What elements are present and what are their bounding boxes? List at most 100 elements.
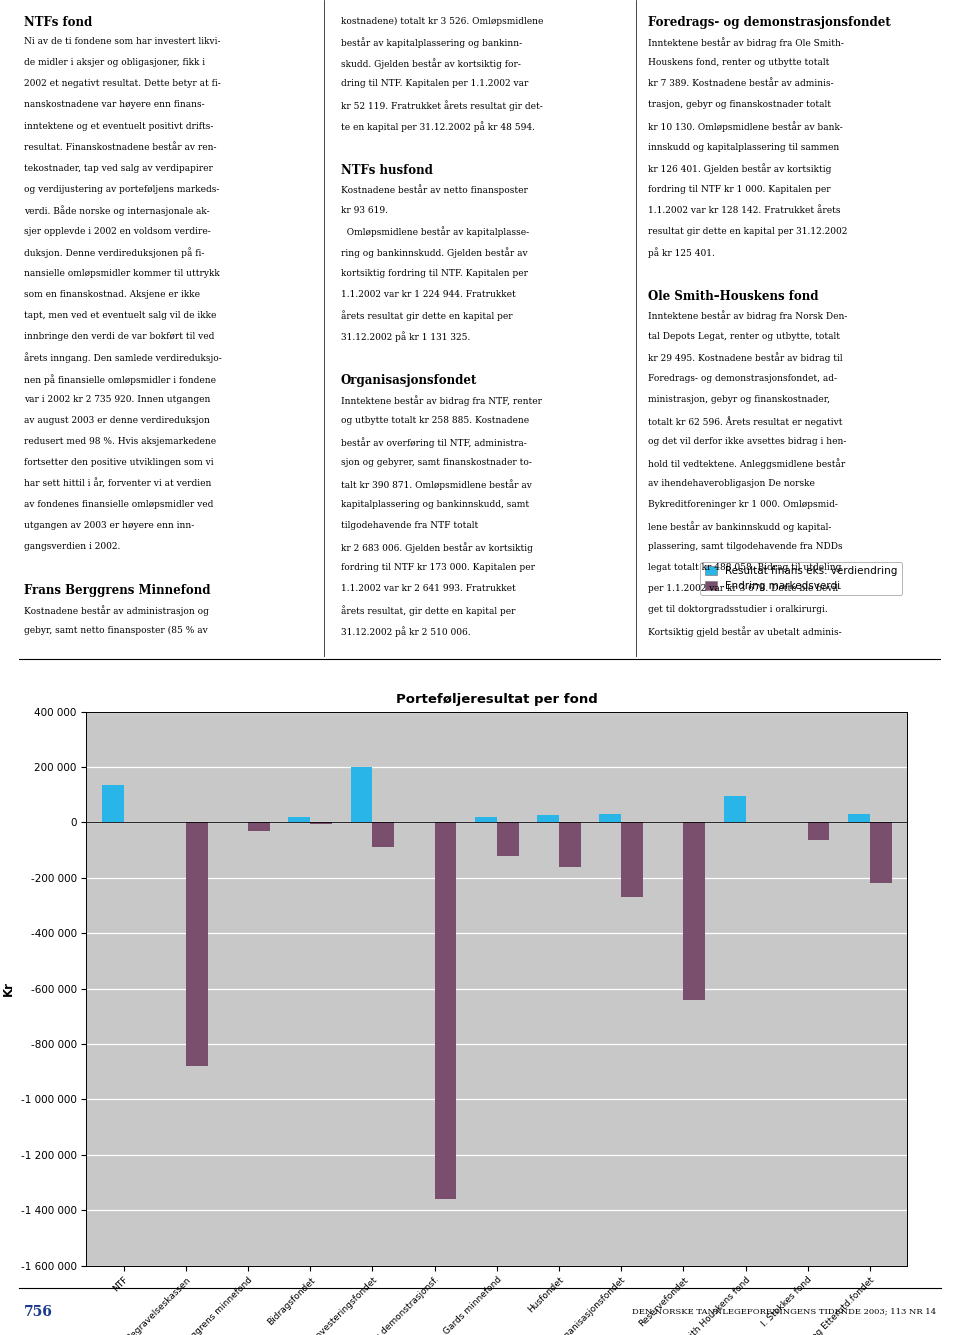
Text: DEN NORSKE TANNLEGEFORENINGENS TIDENDE 2003; 113 NR 14: DEN NORSKE TANNLEGEFORENINGENS TIDENDE 2…	[632, 1308, 936, 1316]
Text: har sett hittil i år, forventer vi at verdien: har sett hittil i år, forventer vi at ve…	[24, 479, 211, 489]
Text: sjon og gebyrer, samt finanskostnader to-: sjon og gebyrer, samt finanskostnader to…	[341, 458, 532, 467]
Text: årets inngang. Den samlede verdireduksjo-: årets inngang. Den samlede verdireduksjo…	[24, 352, 222, 363]
Text: kr 29 495. Kostnadene består av bidrag til: kr 29 495. Kostnadene består av bidrag t…	[648, 352, 843, 363]
Text: tekostnader, tap ved salg av verdipapirer: tekostnader, tap ved salg av verdipapire…	[24, 164, 213, 172]
Text: består av kapitalplassering og bankinn-: består av kapitalplassering og bankinn-	[341, 37, 522, 48]
Text: Bykreditforeninger kr 1 000. Omløpsmid-: Bykreditforeninger kr 1 000. Omløpsmid-	[648, 499, 838, 509]
Text: 1.1.2002 var kr 128 142. Fratrukket årets: 1.1.2002 var kr 128 142. Fratrukket året…	[648, 206, 841, 215]
Text: tal Depots Legat, renter og utbytte, totalt: tal Depots Legat, renter og utbytte, tot…	[648, 331, 840, 340]
Text: ministrasjon, gebyr og finanskostnader,: ministrasjon, gebyr og finanskostnader,	[648, 395, 830, 403]
Text: og det vil derfor ikke avsettes bidrag i hen-: og det vil derfor ikke avsettes bidrag i…	[648, 437, 847, 446]
Text: Ole Smith–Houskens fond: Ole Smith–Houskens fond	[648, 290, 819, 303]
Text: av fondenes finansielle omløpsmidler ved: av fondenes finansielle omløpsmidler ved	[24, 499, 213, 509]
Text: talt kr 390 871. Omløpsmidlene består av: talt kr 390 871. Omløpsmidlene består av	[341, 479, 532, 490]
Text: innbringe den verdi de var bokført til ved: innbringe den verdi de var bokført til v…	[24, 331, 214, 340]
Text: kr 10 130. Omløpsmidlene består av bank-: kr 10 130. Omløpsmidlene består av bank-	[648, 121, 843, 132]
Y-axis label: Kr: Kr	[2, 981, 15, 996]
Text: kapitalplassering og bankinnskudd, samt: kapitalplassering og bankinnskudd, samt	[341, 499, 529, 509]
Text: var i 2002 kr 2 735 920. Innen utgangen: var i 2002 kr 2 735 920. Innen utgangen	[24, 395, 210, 403]
Text: Omløpsmidlene består av kapitalplasse-: Omløpsmidlene består av kapitalplasse-	[341, 227, 529, 238]
Text: Kostnadene består av netto finansposter: Kostnadene består av netto finansposter	[341, 184, 528, 195]
Text: fordring til NTF kr 1 000. Kapitalen per: fordring til NTF kr 1 000. Kapitalen per	[648, 184, 830, 194]
Text: som en finanskostnad. Aksjene er ikke: som en finanskostnad. Aksjene er ikke	[24, 290, 200, 299]
Text: tapt, men ved et eventuelt salg vil de ikke: tapt, men ved et eventuelt salg vil de i…	[24, 311, 216, 319]
Text: verdi. Både norske og internasjonale ak-: verdi. Både norske og internasjonale ak-	[24, 206, 209, 216]
Text: Kostnadene består av administrasjon og: Kostnadene består av administrasjon og	[24, 605, 209, 615]
Text: totalt kr 62 596. Årets resultat er negativt: totalt kr 62 596. Årets resultat er nega…	[648, 415, 843, 427]
Text: legat totalt kr 488 058. Bidrag til utdeling: legat totalt kr 488 058. Bidrag til utde…	[648, 563, 841, 571]
Text: nanskostnadene var høyere enn finans-: nanskostnadene var høyere enn finans-	[24, 100, 204, 109]
Text: resultat. Finanskostnadene består av ren-: resultat. Finanskostnadene består av ren…	[24, 143, 217, 152]
Text: 31.12.2002 på kr 2 510 006.: 31.12.2002 på kr 2 510 006.	[341, 626, 470, 637]
Bar	[870, 822, 892, 884]
Text: gebyr, samt netto finansposter (85 % av: gebyr, samt netto finansposter (85 % av	[24, 626, 207, 635]
Text: nansielle omløpsmidler kommer til uttrykk: nansielle omløpsmidler kommer til uttryk…	[24, 268, 220, 278]
Text: kostnadene) totalt kr 3 526. Omløpsmidlene: kostnadene) totalt kr 3 526. Omløpsmidle…	[341, 16, 543, 25]
Text: utgangen av 2003 er høyere enn inn-: utgangen av 2003 er høyere enn inn-	[24, 521, 194, 530]
Text: nen på finansielle omløpsmidler i fondene: nen på finansielle omløpsmidler i fonden…	[24, 374, 216, 384]
Text: de midler i aksjer og obligasjoner, fikk i: de midler i aksjer og obligasjoner, fikk…	[24, 59, 205, 68]
Text: 1.1.2002 var kr 2 641 993. Fratrukket: 1.1.2002 var kr 2 641 993. Fratrukket	[341, 583, 516, 593]
Bar	[599, 814, 621, 822]
Bar	[848, 814, 870, 822]
Bar	[538, 816, 559, 822]
Text: Inntektene består av bidrag fra Ole Smith-: Inntektene består av bidrag fra Ole Smit…	[648, 37, 844, 48]
Text: kr 52 119. Fratrukket årets resultat gir det-: kr 52 119. Fratrukket årets resultat gir…	[341, 100, 542, 111]
Text: på kr 125 401.: på kr 125 401.	[648, 247, 715, 259]
Text: av ihendehaverobligasjon De norske: av ihendehaverobligasjon De norske	[648, 479, 815, 487]
Text: Kortsiktig gjeld består av ubetalt adminis-: Kortsiktig gjeld består av ubetalt admin…	[648, 626, 842, 637]
Text: NTFs fond: NTFs fond	[24, 16, 92, 29]
Text: Foredrags- og demonstrasjonsfondet: Foredrags- og demonstrasjonsfondet	[648, 16, 891, 29]
Bar	[475, 817, 497, 822]
Bar	[684, 822, 705, 1000]
Bar	[102, 785, 124, 822]
Text: fortsetter den positive utviklingen som vi: fortsetter den positive utviklingen som …	[24, 458, 214, 467]
Bar	[497, 822, 518, 856]
Text: kr 93 619.: kr 93 619.	[341, 206, 388, 215]
Text: sjer opplevde i 2002 en voldsom verdire-: sjer opplevde i 2002 en voldsom verdire-	[24, 227, 211, 235]
Bar	[372, 822, 395, 848]
Text: inntektene og et eventuelt positivt drifts-: inntektene og et eventuelt positivt drif…	[24, 121, 213, 131]
Text: fordring til NTF kr 173 000. Kapitalen per: fordring til NTF kr 173 000. Kapitalen p…	[341, 563, 535, 571]
Text: kr 126 401. Gjelden består av kortsiktig: kr 126 401. Gjelden består av kortsiktig	[648, 164, 831, 175]
Text: Foredrags- og demonstrasjonsfondet, ad-: Foredrags- og demonstrasjonsfondet, ad-	[648, 374, 837, 383]
Text: innskudd og kapitalplassering til sammen: innskudd og kapitalplassering til sammen	[648, 143, 839, 152]
Text: Inntektene består av bidrag fra NTF, renter: Inntektene består av bidrag fra NTF, ren…	[341, 395, 541, 406]
Text: redusert med 98 %. Hvis aksjemarkedene: redusert med 98 %. Hvis aksjemarkedene	[24, 437, 216, 446]
Bar	[559, 822, 581, 866]
Text: per 1.1.2002 var kr 3 678. Dette ble bevil-: per 1.1.2002 var kr 3 678. Dette ble bev…	[648, 583, 841, 593]
Text: og utbytte totalt kr 258 885. Kostnadene: og utbytte totalt kr 258 885. Kostnadene	[341, 415, 529, 425]
Text: består av overføring til NTF, administra-: består av overføring til NTF, administra…	[341, 437, 526, 447]
Legend: Resultat finans eks. verdiendring, Endring markedsverdi: Resultat finans eks. verdiendring, Endri…	[701, 562, 902, 595]
Text: duksjon. Denne verdireduksjonen på fi-: duksjon. Denne verdireduksjonen på fi-	[24, 247, 204, 259]
Text: dring til NTF. Kapitalen per 1.1.2002 var: dring til NTF. Kapitalen per 1.1.2002 va…	[341, 80, 528, 88]
Bar	[310, 822, 332, 824]
Bar	[289, 817, 310, 822]
Text: Inntektene består av bidrag fra Norsk Den-: Inntektene består av bidrag fra Norsk De…	[648, 311, 848, 322]
Bar	[248, 822, 270, 830]
Text: årets resultat, gir dette en kapital per: årets resultat, gir dette en kapital per	[341, 605, 516, 615]
Text: kr 2 683 006. Gjelden består av kortsiktig: kr 2 683 006. Gjelden består av kortsikt…	[341, 542, 533, 553]
Text: 756: 756	[24, 1306, 53, 1319]
Text: skudd. Gjelden består av kortsiktig for-: skudd. Gjelden består av kortsiktig for-	[341, 59, 520, 69]
Text: tilgodehavende fra NTF totalt: tilgodehavende fra NTF totalt	[341, 521, 478, 530]
Text: kortsiktig fordring til NTF. Kapitalen per: kortsiktig fordring til NTF. Kapitalen p…	[341, 268, 528, 278]
Bar	[435, 822, 456, 1199]
Text: trasjon, gebyr og finanskostnader totalt: trasjon, gebyr og finanskostnader totalt	[648, 100, 831, 109]
Text: 1.1.2002 var kr 1 224 944. Fratrukket: 1.1.2002 var kr 1 224 944. Fratrukket	[341, 290, 516, 299]
Text: plassering, samt tilgodehavende fra NDDs: plassering, samt tilgodehavende fra NDDs	[648, 542, 843, 551]
Text: lene består av bankinnskudd og kapital-: lene består av bankinnskudd og kapital-	[648, 521, 831, 531]
Text: hold til vedtektene. Anleggsmidlene består: hold til vedtektene. Anleggsmidlene best…	[648, 458, 845, 469]
Text: og verdijustering av porteføljens markeds-: og verdijustering av porteføljens marked…	[24, 184, 220, 194]
Text: get til doktorgradsstudier i oralkirurgi.: get til doktorgradsstudier i oralkirurgi…	[648, 605, 828, 614]
Text: kr 7 389. Kostnadene består av adminis-: kr 7 389. Kostnadene består av adminis-	[648, 80, 833, 88]
Text: Frans Berggrens Minnefond: Frans Berggrens Minnefond	[24, 583, 210, 597]
Bar	[186, 822, 207, 1067]
Text: NTFs husfond: NTFs husfond	[341, 164, 433, 176]
Text: årets resultat gir dette en kapital per: årets resultat gir dette en kapital per	[341, 311, 513, 322]
Text: 2002 et negativt resultat. Dette betyr at fi-: 2002 et negativt resultat. Dette betyr a…	[24, 80, 221, 88]
Bar	[807, 822, 829, 840]
Text: Ni av de ti fondene som har investert likvi-: Ni av de ti fondene som har investert li…	[24, 37, 221, 47]
Text: Organisasjonsfondet: Organisasjonsfondet	[341, 374, 477, 387]
Bar	[350, 766, 372, 822]
